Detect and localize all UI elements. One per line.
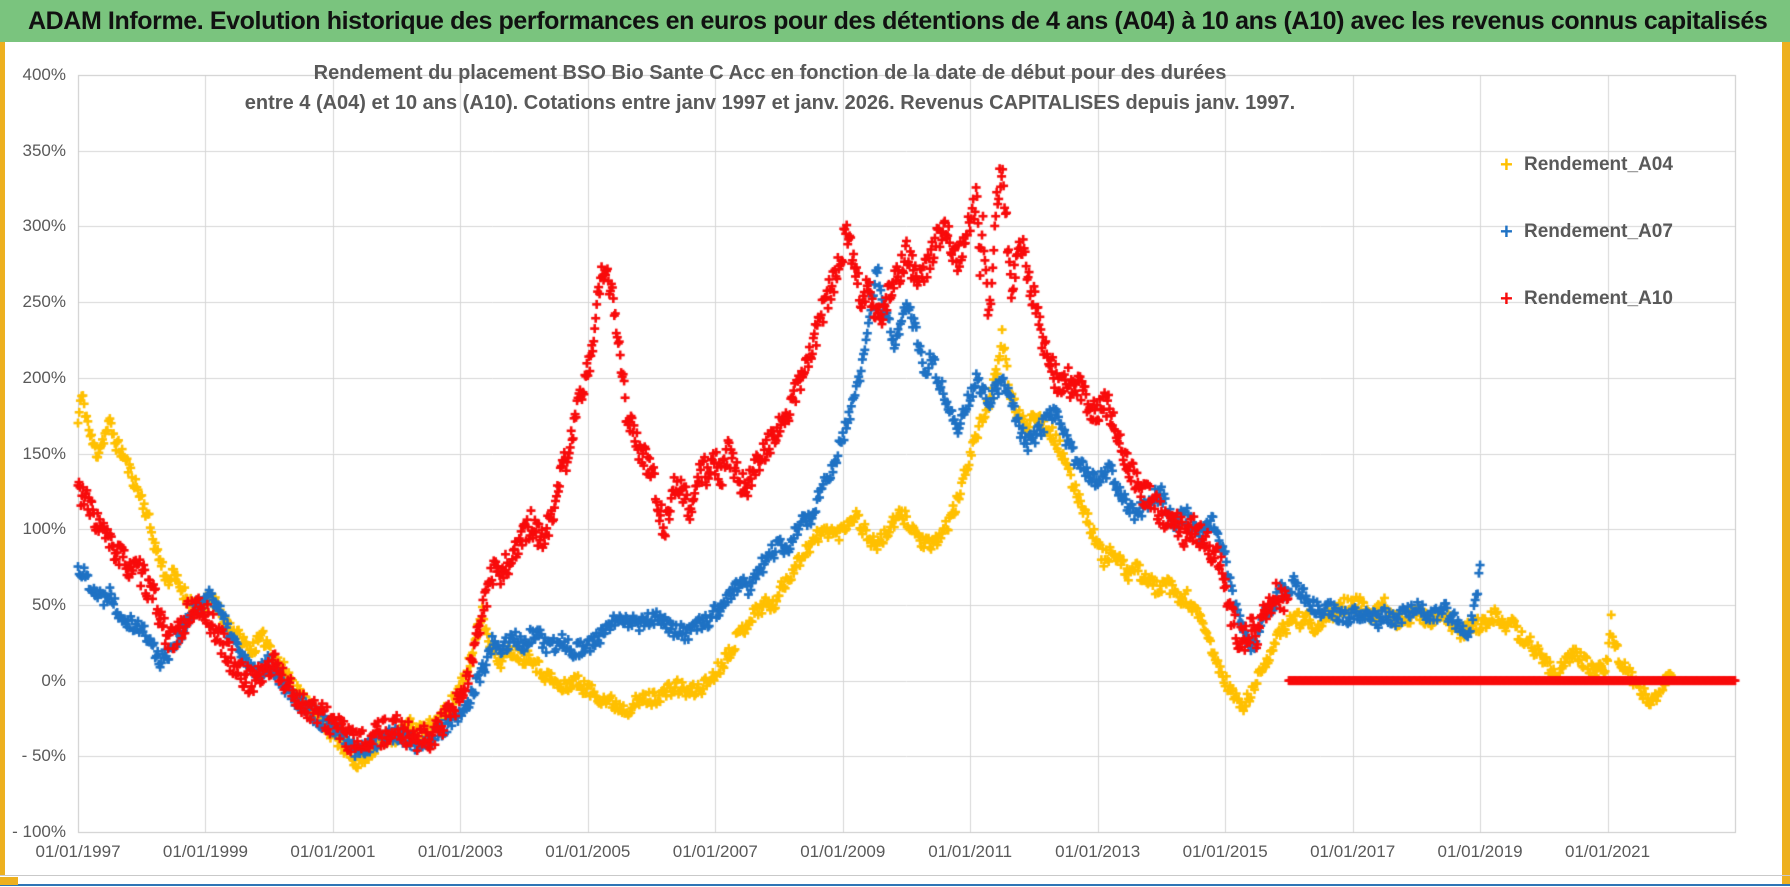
y-axis-tick-label: 400% [22,65,66,84]
x-axis-tick-label: 01/01/2019 [1437,842,1523,861]
y-axis-tick-label: - 50% [21,746,66,766]
bottom-blue-line [0,884,1790,886]
x-axis-tick-label: 01/01/2005 [545,842,631,861]
plus-marker-icon: + [1500,286,1513,311]
bottom-gold-tab [0,877,18,885]
gold-left-border [0,42,5,876]
y-axis-tick-label: 150% [22,443,66,463]
x-axis-tick-label: 01/01/2017 [1310,842,1396,861]
plus-marker-icon: + [1500,152,1513,177]
y-axis-tick-label: 50% [31,594,66,614]
legend-item-rendement_a04: + Rendement_A04 [1500,150,1673,180]
legend-label: Rendement_A04 [1524,154,1673,175]
gold-right-border [1782,42,1790,884]
x-axis-tick-label: 01/01/1997 [35,842,121,861]
chart-title-line2: entre 4 (A04) et 10 ans (A10). Cotations… [244,92,1296,114]
x-axis-tick-label: 01/01/2001 [290,842,376,861]
y-axis-tick-label: 350% [22,140,66,160]
x-axis-tick-label: 01/01/2009 [800,842,886,861]
y-axis-tick-label: 300% [22,216,66,236]
legend-item-rendement_a07: + Rendement_A07 [1500,217,1673,247]
x-axis-tick-label: 01/01/2011 [928,842,1013,861]
x-axis-tick-label: 01/01/2007 [672,842,758,861]
x-axis-tick-label: 01/01/1999 [162,842,248,861]
legend-label: Rendement_A07 [1524,221,1673,242]
x-axis-tick-label: 01/01/2021 [1564,842,1651,861]
y-axis-tick-label: 200% [22,367,66,387]
y-axis-tick-label: 250% [22,292,66,312]
x-axis-tick-label: 01/01/2013 [1055,842,1141,861]
legend-label: Rendement_A10 [1524,288,1673,309]
bottom-divider-line [0,875,1790,876]
x-axis-tick-label: 01/01/2003 [417,842,503,861]
y-axis-tick-label: 0% [41,670,66,690]
chart-title-line1: Rendement du placement BSO Bio Sante C A… [313,62,1227,84]
chart-legend: + Rendement_A04 + Rendement_A07 + Rendement_A… [1500,150,1673,351]
x-axis-tick-label: 01/01/2015 [1182,842,1268,861]
y-axis-tick-label: 100% [22,519,66,539]
y-axis-tick-label: - 100% [12,822,66,841]
plus-marker-icon: + [1500,219,1513,244]
legend-item-rendement_a10: + Rendement_A10 [1500,284,1673,314]
